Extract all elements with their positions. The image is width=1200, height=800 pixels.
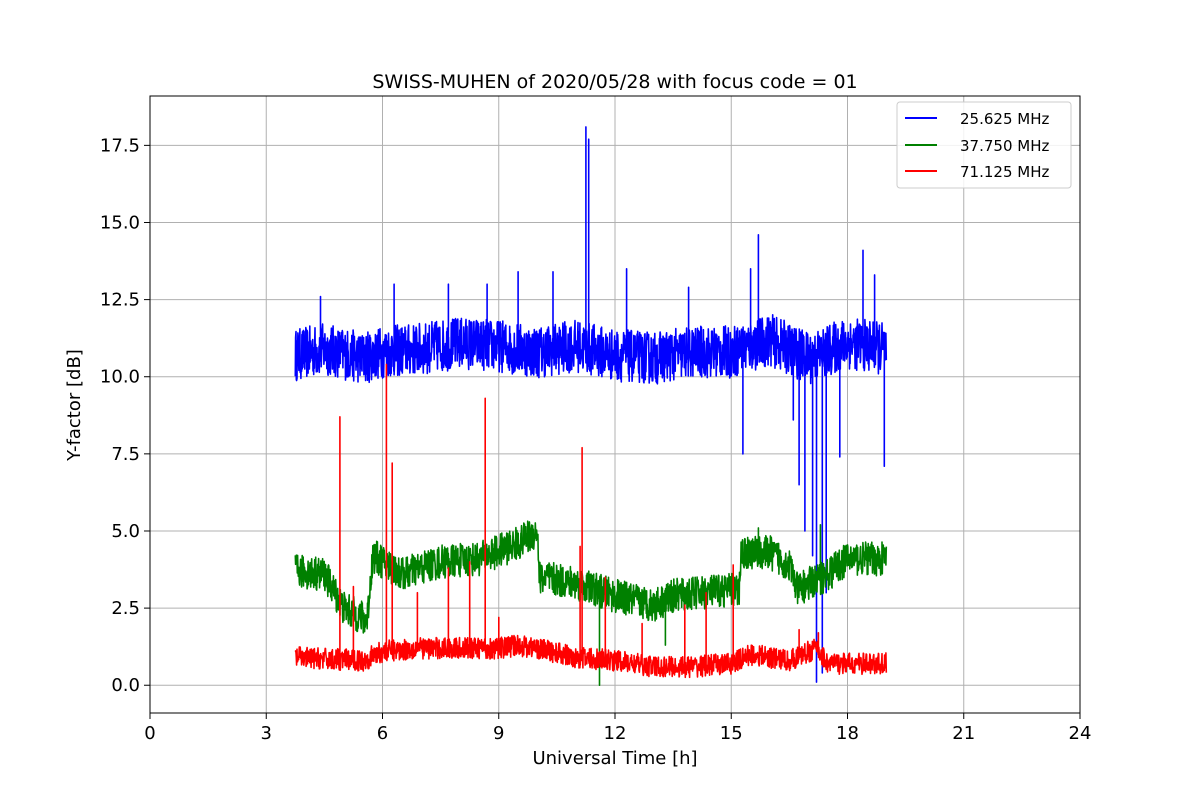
y-axis-ticks: 0.0 2.5 5.0 7.5 10.0 12.5 15.0 17.5 xyxy=(100,135,150,696)
chart-title: SWISS-MUHEN of 2020/05/28 with focus cod… xyxy=(372,71,857,93)
legend-label-25625: 25.625 MHz xyxy=(960,110,1049,128)
y-tick-label: 0.0 xyxy=(111,675,140,696)
x-tick-label: 9 xyxy=(493,723,504,744)
legend: 25.625 MHz 37.750 MHz 71.125 MHz xyxy=(896,101,1072,189)
legend-label-37750: 37.750 MHz xyxy=(960,137,1049,155)
series-layer xyxy=(294,126,888,686)
legend-label-71125: 71.125 MHz xyxy=(960,163,1049,181)
y-tick-label: 7.5 xyxy=(111,444,140,465)
series-line-2 xyxy=(294,363,888,679)
x-tick-label: 15 xyxy=(720,723,743,744)
x-axis-title: Universal Time [h] xyxy=(532,748,697,769)
x-tick-label: 21 xyxy=(952,723,975,744)
x-tick-label: 6 xyxy=(377,723,388,744)
x-tick-label: 24 xyxy=(1069,723,1092,744)
y-tick-label: 5.0 xyxy=(111,521,140,542)
x-axis-ticks: 0 3 6 9 12 15 18 21 24 xyxy=(144,713,1091,744)
y-tick-label: 2.5 xyxy=(111,598,140,619)
x-tick-label: 18 xyxy=(836,723,859,744)
x-tick-label: 0 xyxy=(144,723,155,744)
y-tick-label: 12.5 xyxy=(100,290,140,311)
x-tick-label: 12 xyxy=(604,723,627,744)
series-line-1 xyxy=(294,520,888,686)
y-tick-label: 10.0 xyxy=(100,367,140,388)
y-tick-label: 17.5 xyxy=(100,135,140,156)
y-tick-label: 15.0 xyxy=(100,212,140,233)
y-axis-title: Y-factor [dB] xyxy=(64,349,85,462)
legend-box xyxy=(896,101,1072,189)
x-tick-label: 3 xyxy=(261,723,272,744)
series-line-0 xyxy=(294,126,888,683)
